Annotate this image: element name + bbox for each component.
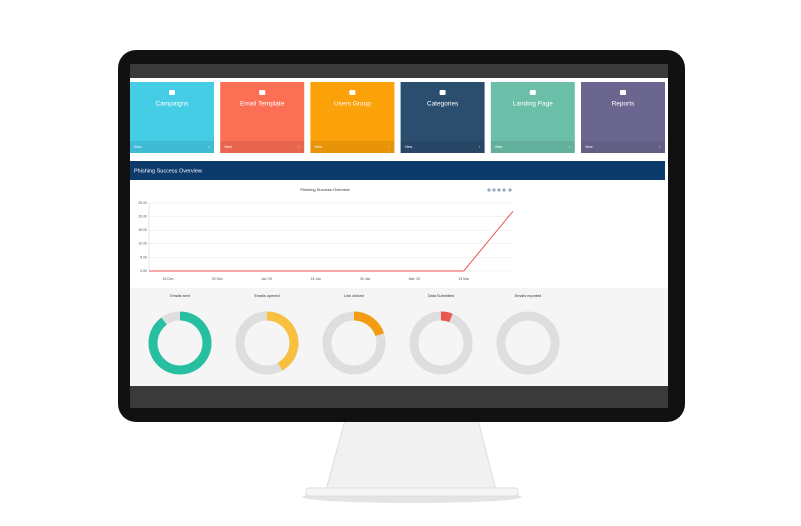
- tile-footer: [581, 141, 665, 153]
- tile-arrow: ›: [298, 144, 300, 149]
- donut-arc: [148, 311, 212, 375]
- stand: [325, 419, 497, 491]
- tile-arrow: ›: [479, 144, 481, 149]
- tile-arrow: ›: [659, 144, 661, 149]
- tile-footer-label[interactable]: View: [224, 145, 232, 149]
- pan[interactable]: [497, 188, 501, 192]
- section-header: [130, 161, 665, 180]
- tile-label: Categories: [427, 101, 459, 108]
- tile-label: Email Template: [240, 101, 285, 108]
- x-tick-label: Jan '20: [261, 277, 272, 281]
- x-tick-label: 15 Mar: [458, 277, 470, 281]
- tile-icon: [169, 90, 175, 95]
- y-tick-label: 25.00: [138, 201, 147, 205]
- chart-title: Phishing Success Overview: [300, 187, 349, 192]
- x-tick-label: 30 Dec: [212, 277, 223, 281]
- y-tick-label: 20.00: [138, 215, 147, 219]
- donut-label: Data Submitted: [428, 294, 454, 298]
- tile-icon: [349, 90, 356, 95]
- x-tick-label: Mar '20: [409, 277, 421, 281]
- tile-footer-label[interactable]: View: [495, 145, 503, 149]
- tile-label: Users Group: [334, 101, 371, 108]
- zoom-out[interactable]: [492, 188, 496, 192]
- stand-base: [305, 487, 519, 497]
- tile-label: Campaigns: [156, 101, 190, 108]
- chart-toolbar[interactable]: [487, 188, 512, 192]
- line-series: [149, 210, 514, 272]
- donut-arc: [266, 311, 299, 371]
- zoom-in[interactable]: [487, 188, 491, 192]
- tile-footer: [490, 141, 575, 153]
- tile-label: Landing Page: [513, 101, 554, 108]
- tile-icon: [620, 90, 626, 95]
- y-tick-label: 15.00: [138, 228, 147, 232]
- x-tick-label: 30 Jan: [360, 277, 371, 281]
- download[interactable]: [508, 188, 512, 192]
- tile-arrow: ›: [208, 144, 210, 149]
- tile-footer: [220, 141, 305, 153]
- tile-footer: [400, 141, 485, 153]
- donut-track: [496, 311, 560, 375]
- chart-panel: [133, 183, 663, 286]
- section-title: Phishing Success Overview: [134, 168, 202, 174]
- tile-icon: [439, 90, 446, 95]
- donut-arc: [353, 311, 384, 337]
- x-tick-label: 15 Jan: [311, 277, 322, 281]
- tile-footer-label[interactable]: View: [134, 145, 142, 149]
- tile-footer: [310, 141, 395, 153]
- tile-footer: [130, 141, 214, 153]
- tile-footer-label[interactable]: View: [314, 145, 322, 149]
- donut-label: Emails sent: [170, 294, 191, 298]
- y-tick-label: 0.00: [140, 269, 147, 273]
- x-tick-label: 15 Dec: [162, 277, 173, 281]
- tile-footer-label[interactable]: View: [585, 145, 593, 149]
- tile-label: Reports: [612, 101, 636, 108]
- donut-arc: [440, 311, 453, 323]
- y-tick-label: 5.00: [140, 255, 147, 259]
- donut-label: Emails opened: [254, 294, 279, 298]
- donut-panel: [130, 288, 668, 386]
- y-tick-label: 10.00: [138, 242, 147, 246]
- donut-label: Link clicked: [344, 294, 364, 298]
- reset[interactable]: [502, 188, 506, 192]
- donut-label: Emails reported: [515, 294, 542, 298]
- tile-arrow: ›: [569, 144, 571, 149]
- tile-footer-label[interactable]: View: [405, 145, 413, 149]
- tile-arrow: ›: [388, 144, 390, 149]
- tile-icon: [259, 90, 266, 95]
- tile-icon: [529, 90, 536, 95]
